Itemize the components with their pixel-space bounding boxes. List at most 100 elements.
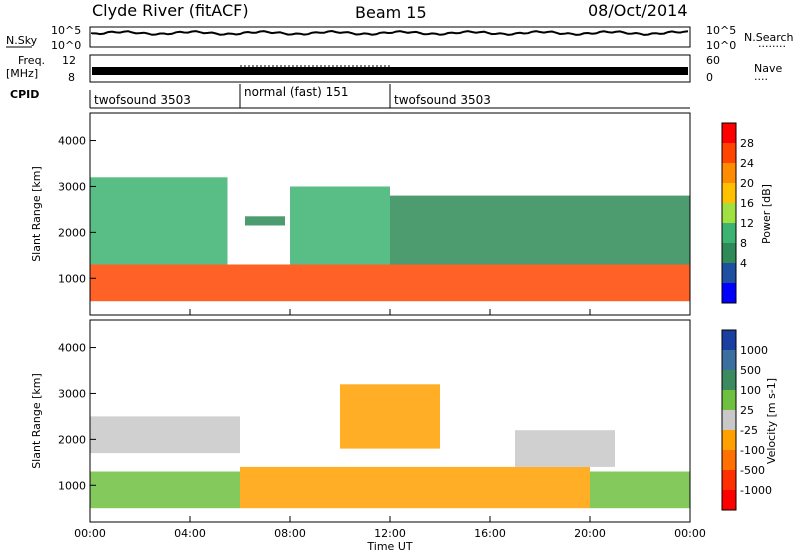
noise-right-legend: ........ [758,37,786,50]
velocity-colorbar-tick-2: 100 [740,384,761,397]
power-colorbar-swatch-8 [722,283,736,303]
noise-panel-frame [89,26,691,48]
power-colorbar-label: Power [dB] [760,184,773,244]
freq-left-tick-bottom: 8 [68,71,75,84]
cpid-segment-3: twofsound 3503 [394,93,491,107]
velocity-colorbar-tick-6: -500 [740,464,765,477]
power-colorbar-swatch-0 [722,123,736,143]
power-y-tick-label-3: 4000 [58,135,86,148]
power-colorbar-tick-2: 20 [740,177,754,190]
power-colorbar-tick-3: 16 [740,197,754,210]
power-colorbar-tick-5: 8 [740,237,747,250]
velocity-colorbar-swatch-8 [722,490,736,510]
velocity-colorbar-swatch-6 [722,450,736,470]
velocity-data-layer [90,384,690,509]
velocity-band-0 [90,471,240,509]
time-tick-label-5: 20:00 [574,527,606,540]
noise-left-label: N.Sky [6,34,38,47]
velocity-y-tick-label-3: 4000 [58,342,86,355]
velocity-band-4 [515,430,615,467]
cpid-segment-2: normal (fast) 151 [244,85,348,99]
power-colorbar-tick-6: 4 [740,257,747,270]
velocity-colorbar-tick-0: 1000 [740,344,768,357]
power-y-axis-label: Slant Range [km] [30,166,43,262]
frequency-band [92,67,688,75]
noise-panel: N.Sky 10^5 10^0 10^5 10^0 N.Search .....… [6,24,794,52]
nave-right-legend: .... [754,70,768,83]
noise-right-label: N.Search [744,31,794,44]
power-panel: 1000 2000 3000 4000 Slant Range [km] 28 24 20… [30,112,773,316]
power-y-axis: 1000 2000 3000 4000 [58,135,96,285]
time-tick-label-4: 16:00 [474,527,506,540]
power-band-0 [90,264,690,302]
velocity-colorbar: 1000 500 100 25 -25 -100 -500 -1000 [721,329,772,511]
power-band-3 [290,186,390,265]
power-x-axis [89,309,691,315]
power-y-tick-label-2: 3000 [58,180,86,193]
velocity-colorbar-tick-3: 25 [740,404,754,417]
power-band-2 [245,216,285,226]
velocity-colorbar-tick-4: -25 [740,424,758,437]
power-colorbar: 28 24 20 16 12 8 4 [721,122,754,304]
cpid-panel: CPID twofsound 3503 normal (fast) 151 tw… [10,84,690,109]
velocity-band-1 [90,416,240,454]
velocity-colorbar-frame [721,329,737,511]
power-colorbar-tick-1: 24 [740,157,754,170]
power-y-tick-label-1: 2000 [58,226,86,239]
time-tick-label-6: 00:00 [674,527,706,540]
nave-right-tick-bottom: 0 [706,71,713,84]
velocity-colorbar-tick-7: -1000 [740,484,772,497]
velocity-y-tick-label-0: 1000 [58,479,86,492]
power-colorbar-swatch-4 [722,203,736,223]
time-axis-labels: 00:00 04:00 08:00 12:00 16:00 20:00 00:00 [74,527,706,540]
noise-right-tick-top: 10^5 [706,24,736,37]
date-label: 08/Oct/2014 [588,1,688,20]
power-colorbar-swatch-5 [722,223,736,243]
power-colorbar-swatch-6 [722,243,736,263]
velocity-colorbar-label: Velocity [m s-1] [765,378,778,464]
velocity-colorbar-swatch-3 [722,390,736,410]
time-tick-label-0: 00:00 [74,527,106,540]
velocity-x-axis [89,516,691,522]
freq-left-label: Freq. [18,54,45,67]
velocity-colorbar-tick-1: 500 [740,364,761,377]
velocity-colorbar-tick-5: -100 [740,444,765,457]
nave-right-label: Nave [754,62,782,75]
velocity-colorbar-swatch-1 [722,350,736,370]
velocity-colorbar-swatch-0 [722,330,736,350]
power-data-layer [90,177,690,302]
power-colorbar-swatch-7 [722,263,736,283]
cpid-label: CPID [10,88,39,101]
velocity-y-axis: 1000 2000 3000 4000 [58,342,96,492]
velocity-colorbar-swatch-7 [722,470,736,490]
time-axis-title: Time UT [366,540,412,553]
power-band-4 [390,195,690,265]
velocity-colorbar-swatch-5 [722,430,736,450]
power-colorbar-swatch-2 [722,163,736,183]
cpid-segment-1: twofsound 3503 [94,93,191,107]
time-tick-label-3: 12:00 [374,527,406,540]
power-colorbar-swatch-3 [722,183,736,203]
time-tick-label-2: 08:00 [274,527,306,540]
velocity-y-tick-label-2: 3000 [58,387,86,400]
velocity-band-5 [590,471,690,509]
noise-trace [91,29,689,36]
velocity-colorbar-swatch-4 [722,410,736,430]
noise-left-tick-bottom: 10^0 [51,39,81,52]
power-colorbar-swatch-1 [722,143,736,163]
frequency-panel: Freq. [MHz] 12 8 60 0 Nave .... [6,54,782,84]
freq-left-unit: [MHz] [6,67,38,80]
velocity-band-2 [240,466,590,509]
velocity-panel: 1000 2000 3000 4000 Slant Range [km] 1000 50… [30,319,778,523]
velocity-band-3 [340,384,440,449]
power-colorbar-frame [721,122,737,304]
power-colorbar-tick-0: 28 [740,137,754,150]
power-colorbar-tick-4: 12 [740,217,754,230]
time-tick-label-1: 04:00 [174,527,206,540]
freq-left-tick-top: 12 [62,54,76,67]
power-band-1 [90,177,228,265]
velocity-y-tick-label-1: 2000 [58,433,86,446]
velocity-y-axis-label: Slant Range [km] [30,373,43,469]
station-title: Clyde River (fitACF) [92,1,249,20]
